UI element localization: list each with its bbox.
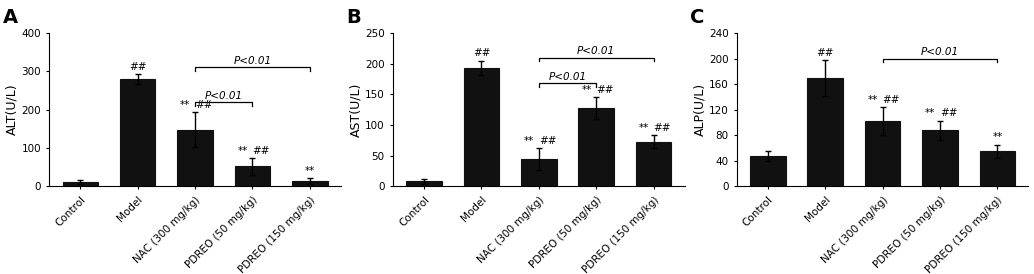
Text: ##: ## — [817, 47, 834, 58]
Text: **: ** — [639, 123, 649, 133]
Bar — [177, 130, 213, 186]
Text: C: C — [691, 8, 704, 27]
Y-axis label: ALT(U/L): ALT(U/L) — [5, 84, 19, 135]
Text: **: ** — [993, 133, 1003, 142]
Text: P<0.01: P<0.01 — [577, 46, 615, 56]
Bar — [636, 142, 671, 186]
Text: **: ** — [925, 108, 936, 118]
Text: ##: ## — [195, 100, 213, 110]
Bar — [750, 156, 786, 186]
Bar — [578, 109, 614, 186]
Text: ##: ## — [653, 123, 671, 133]
Bar — [292, 181, 328, 186]
Text: **: ** — [868, 95, 878, 105]
Text: ##: ## — [597, 85, 614, 95]
Text: ##: ## — [883, 95, 901, 105]
Text: ##: ## — [129, 62, 147, 72]
Text: P<0.01: P<0.01 — [548, 72, 586, 82]
Text: **: ** — [581, 85, 591, 95]
Text: **: ** — [238, 146, 248, 156]
Bar — [864, 121, 901, 186]
Bar — [62, 182, 98, 186]
Y-axis label: ALP(U/L): ALP(U/L) — [693, 83, 706, 136]
Bar — [406, 181, 442, 186]
Bar — [521, 159, 556, 186]
Text: P<0.01: P<0.01 — [234, 56, 272, 66]
Text: ##: ## — [940, 108, 957, 118]
Text: A: A — [3, 8, 18, 27]
Bar — [922, 130, 957, 186]
Text: P<0.01: P<0.01 — [921, 47, 960, 57]
Text: ##: ## — [473, 48, 490, 58]
Text: ##: ## — [252, 146, 270, 156]
Bar — [235, 166, 270, 186]
Bar — [979, 151, 1015, 186]
Text: B: B — [346, 8, 361, 27]
Text: **: ** — [180, 100, 190, 110]
Text: P<0.01: P<0.01 — [205, 91, 243, 101]
Bar — [463, 68, 499, 186]
Bar — [808, 78, 843, 186]
Text: **: ** — [524, 136, 535, 146]
Text: **: ** — [305, 165, 315, 176]
Bar — [120, 79, 155, 186]
Y-axis label: AST(U/L): AST(U/L) — [349, 82, 362, 137]
Text: ##: ## — [539, 136, 556, 146]
